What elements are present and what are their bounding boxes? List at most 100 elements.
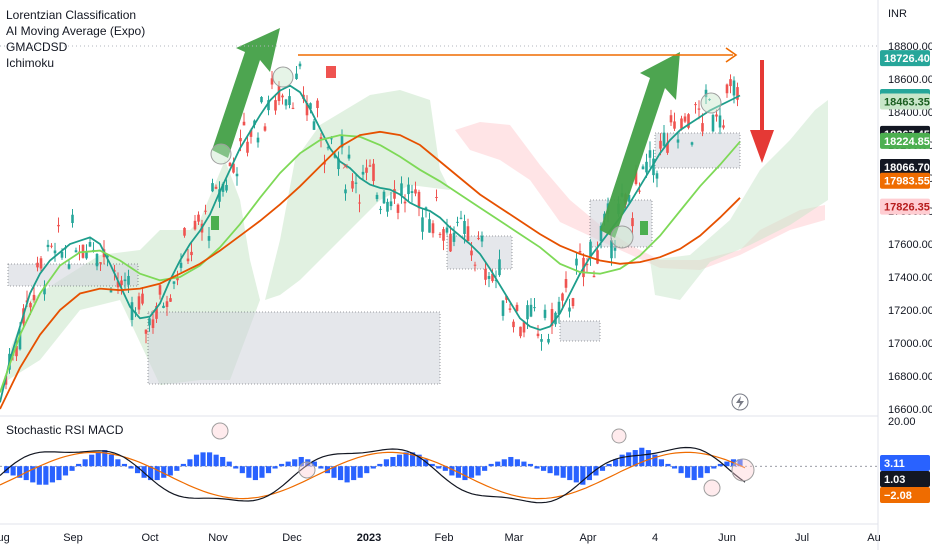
time-tick-label: Sep [63,532,83,544]
histogram-bar [495,461,501,467]
histogram-bar [36,466,42,485]
price-tags: 18726.4018491.0018463.3518267.4518224.85… [880,50,930,503]
candle-body [550,309,554,326]
histogram-bar [259,466,265,478]
histogram-bar [207,452,213,467]
candle-body [526,305,529,320]
price-tag: 18224.85 [884,136,930,148]
time-tick-label: Apr [579,532,596,544]
oscillator-title[interactable]: Stochastic RSI MACD [6,423,124,437]
histogram-bar [671,466,678,469]
histogram-bar [501,459,507,467]
candle-body [155,305,158,319]
candle-body [319,137,323,139]
candle-body [165,301,169,307]
candle-body [365,167,368,173]
candle-body [267,100,270,111]
histogram-bar [737,459,743,467]
histogram-bar [593,466,599,476]
histogram-bar [49,466,55,483]
oscillator-price-tag-bg [880,471,930,487]
candle-body [323,162,326,165]
histogram-bar [30,466,36,483]
candle-body [410,191,414,193]
time-tick-label: Aug [0,532,10,544]
candle-body [687,114,690,128]
moving-average-line [0,134,741,393]
candle-body [347,154,351,159]
histogram-bar [442,466,448,471]
candle-body [172,281,176,284]
histogram-bar [573,466,579,483]
time-tick-label: Oct [141,532,158,544]
histogram-bar [626,452,632,467]
candle-body [309,103,312,109]
legend-indicator-4[interactable]: Ichimoku [6,56,54,70]
histogram-bar [658,459,665,467]
candle-body [39,258,43,269]
price-tick-label: 18800.00 [888,41,932,53]
histogram-bar [717,463,723,467]
price-tag: 18066.70 [884,162,930,174]
zone-box [559,320,601,342]
candle-body [158,285,162,295]
histogram-bar [148,466,154,481]
candle-body [508,308,512,310]
histogram-bar [364,466,370,474]
price-tag: 18726.40 [884,53,930,65]
histogram-bar [265,466,272,474]
candle-body [536,333,540,337]
candle-body [46,244,50,248]
price-tick-label: 17400.00 [888,272,932,284]
candle-body [137,296,141,310]
candle-body [225,185,228,191]
price-tag: 17826.35 [884,202,930,214]
candle-body [344,189,347,194]
histogram-bar [76,463,82,467]
candle-body [43,287,46,295]
legend-indicator-3[interactable]: GMACDSD [6,40,68,54]
candle-body [379,208,382,210]
candle-body [673,121,676,129]
histogram-bar [639,447,645,467]
candle-body [564,279,568,288]
histogram-bar [396,454,403,467]
histogram-bar [351,466,357,481]
oscillator-signal-circle [211,422,229,440]
oscillator-signal-circle [731,458,755,482]
candle-body [326,147,330,149]
candle-body [246,141,249,153]
oscillator-signal-circle [703,479,721,497]
support-resistance-zones [7,132,741,385]
candle-body [466,226,470,242]
histogram-bar [82,459,88,467]
candle-body [645,161,648,173]
histogram-bar [645,450,651,467]
candle-body [207,236,211,241]
candle-body [638,190,641,192]
candle-body [445,227,449,233]
histogram-bar [580,466,586,485]
moving-average-line [0,130,741,410]
candle-body [148,318,151,326]
histogram-bar [652,454,658,467]
candle-body [599,226,603,242]
candle-body [543,309,547,318]
legend-indicator-1[interactable]: Lorentzian Classification [6,8,136,22]
candle-body [662,132,666,146]
candle-body [382,191,386,204]
histogram-bar [488,463,494,467]
histogram-bar [161,466,167,478]
candle-body [256,137,260,143]
green-up-arrow [212,28,280,158]
lightning-icon[interactable] [731,393,749,411]
candle-body [456,221,459,223]
histogram-bar [121,463,128,467]
zone-box [654,132,741,169]
legend-indicator-2[interactable]: AI Moving Average (Expo) [6,24,145,38]
candle-body [316,100,319,109]
candle-body [547,338,550,343]
buy-signal-flag [211,216,219,230]
histogram-bar [292,459,298,467]
